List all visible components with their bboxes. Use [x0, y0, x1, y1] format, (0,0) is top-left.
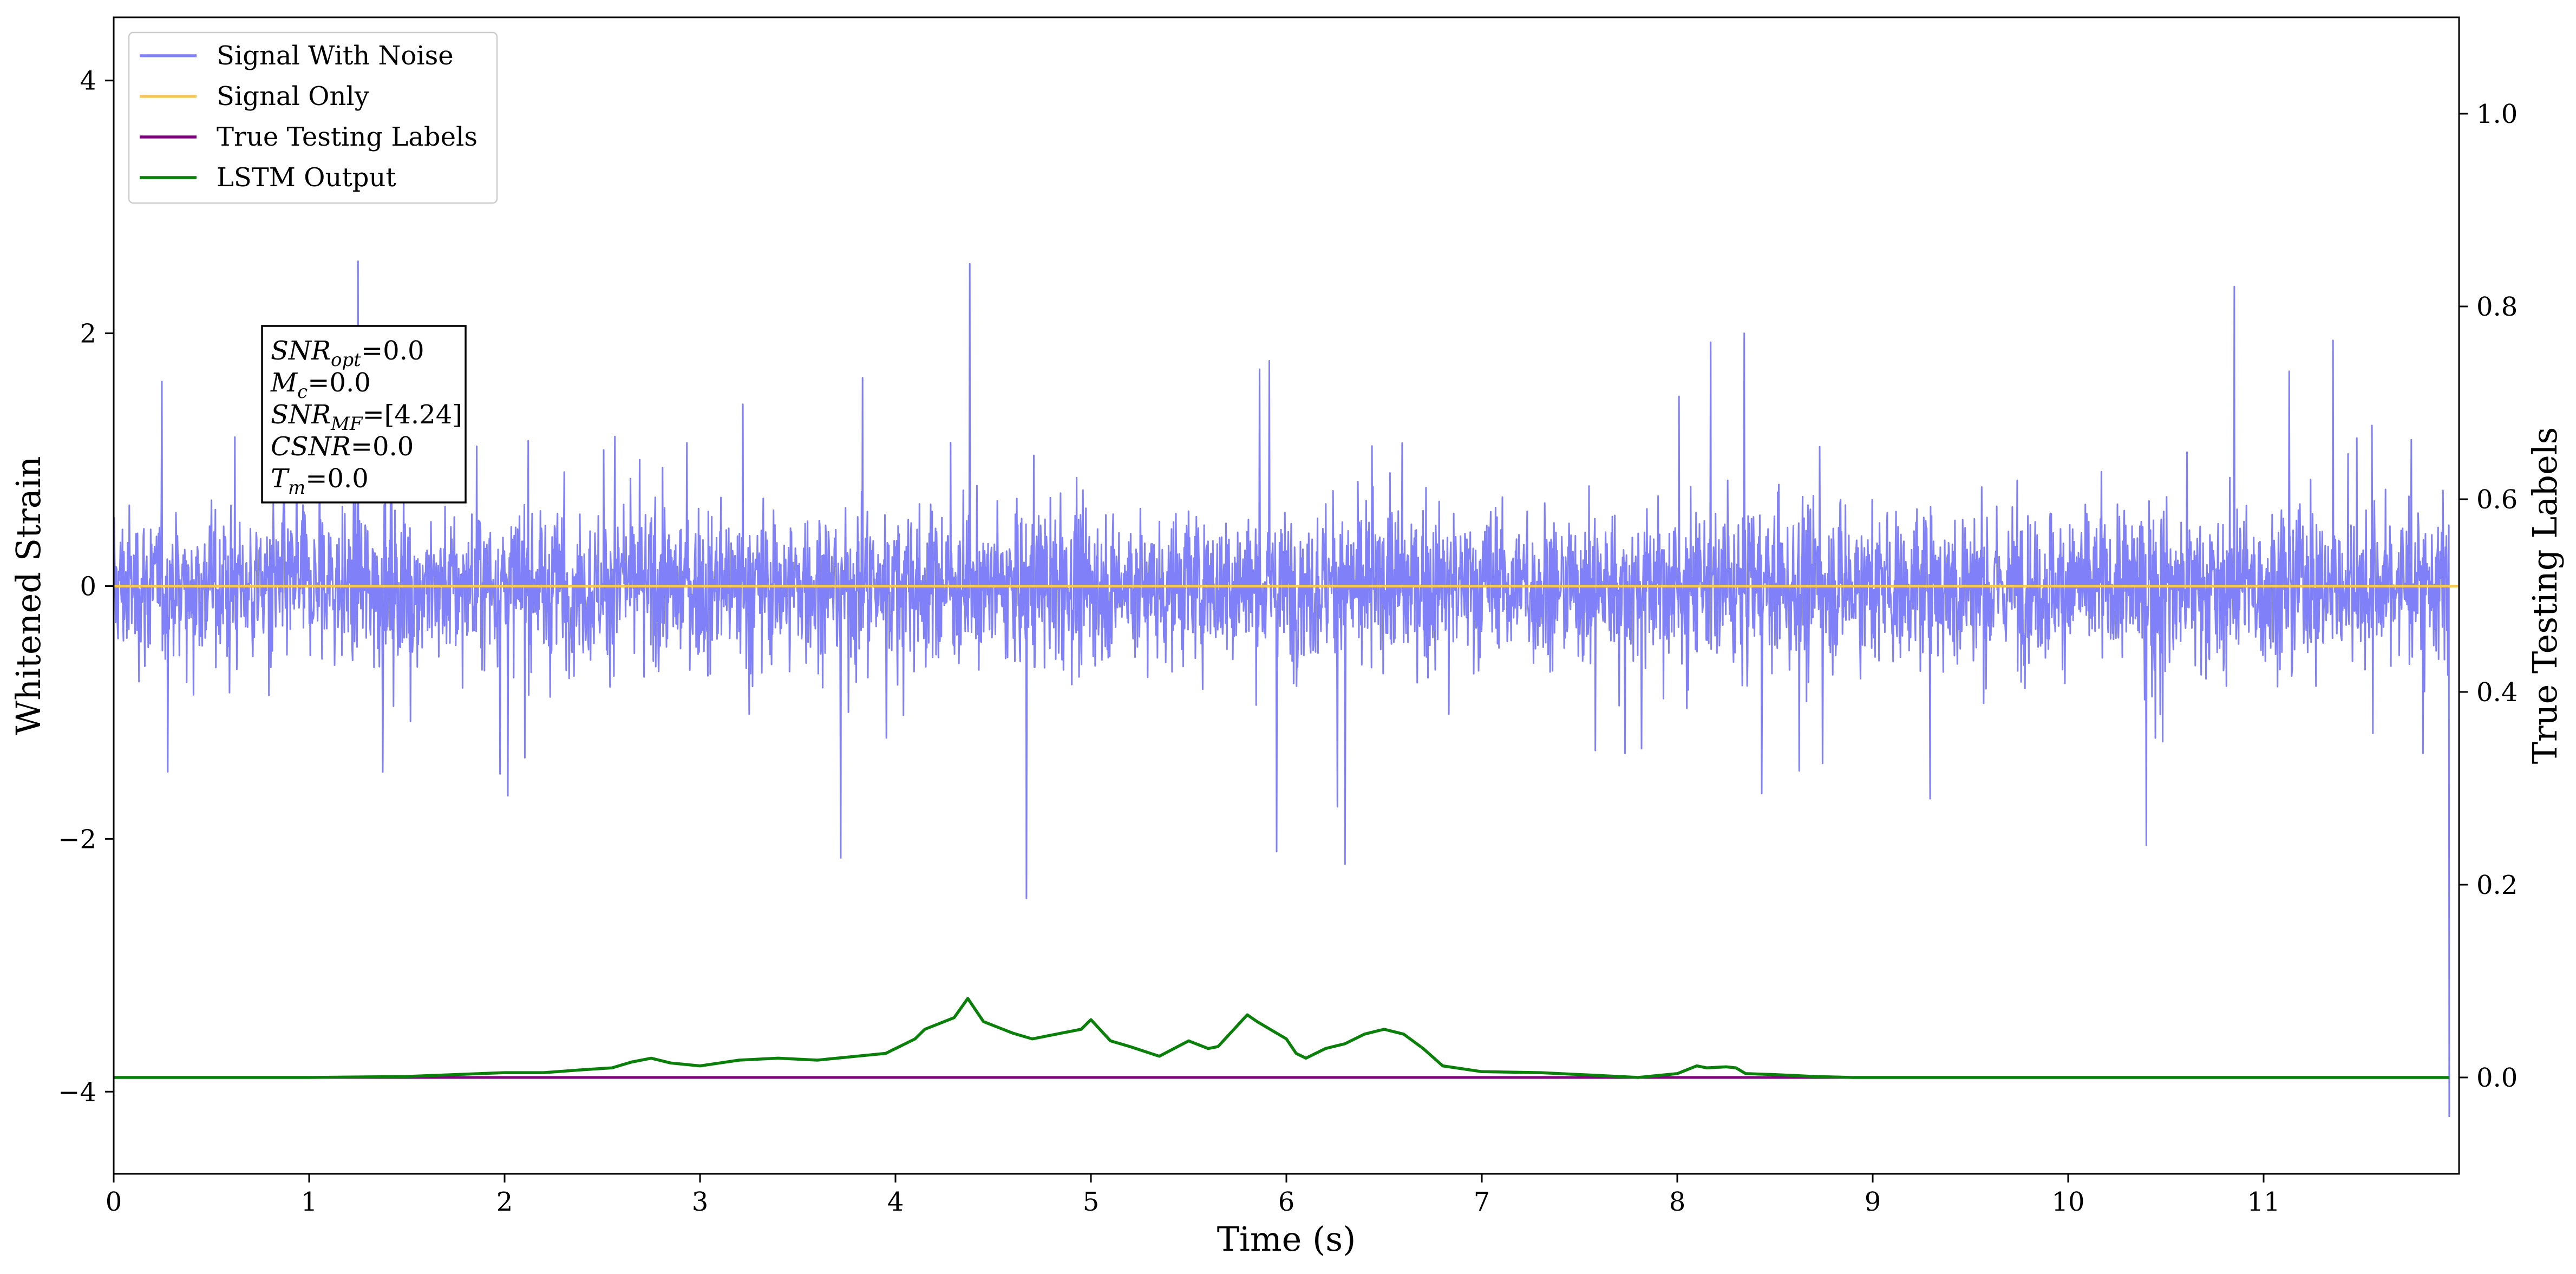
y2-axis-label: True Testing Labels: [2525, 427, 2565, 765]
x-tick-label: 4: [887, 1187, 904, 1217]
x-tick-label: 6: [1278, 1187, 1295, 1217]
legend-label-signal-with-noise: Signal With Noise: [217, 41, 454, 71]
legend-label-signal-only: Signal Only: [217, 81, 369, 112]
annotation-line: Mc=0.0: [270, 368, 371, 403]
signal-with-noise-series: [114, 260, 2450, 1118]
x-tick-label: 1: [301, 1187, 318, 1217]
legend-label-true-testing-labels: True Testing Labels: [217, 122, 478, 152]
x-tick-label: 5: [1083, 1187, 1100, 1217]
parameter-annotation: SNRopt=0.0Mc=0.0SNRMF=[4.24]CSNR=0.0Tm=0…: [261, 325, 467, 504]
y-axis-label: Whitened Strain: [9, 456, 48, 735]
y2-tick-label: 1.0: [2476, 99, 2518, 129]
y2-tick-label: 0.6: [2476, 485, 2518, 515]
y-tick-label: 0: [80, 571, 96, 602]
x-tick-label: 10: [2051, 1187, 2084, 1217]
x-tick-label: 11: [2247, 1187, 2280, 1217]
axis-ticks: 0 1 2 3 4 5 6 7 8 9 10 11 −4 −2 0 2 4 0.0 0.2 0.4 0.6 0.8 1.0: [58, 66, 2518, 1217]
annotation-box: [261, 325, 467, 504]
x-axis-label: Time (s): [1217, 1219, 1356, 1259]
line-series-layer: [114, 585, 2459, 1079]
legend-label-lstm-output: LSTM Output: [217, 162, 396, 193]
y2-tick-label: 0.4: [2476, 677, 2518, 708]
y2-tick-label: 0.8: [2476, 292, 2518, 322]
signal-with-noise-line: [114, 260, 2450, 1118]
legend-box: [128, 31, 498, 204]
y2-tick-label: 0.2: [2476, 870, 2518, 900]
x-tick-label: 3: [692, 1187, 709, 1217]
annotation-line: Tm=0.0: [271, 463, 369, 499]
y2-tick-label: 0.0: [2476, 1063, 2518, 1093]
annotation-line: SNRopt=0.0: [271, 336, 424, 371]
x-tick-label: 2: [496, 1187, 513, 1217]
x-tick-label: 9: [1865, 1187, 1881, 1217]
annotation-line: SNRMF=[4.24]: [271, 400, 462, 435]
y-tick-label: 2: [80, 319, 96, 349]
x-tick-label: 7: [1474, 1187, 1490, 1217]
y-tick-label: −4: [58, 1077, 96, 1107]
y-tick-label: −2: [58, 824, 96, 854]
lstm-output-line: [114, 997, 2449, 1079]
x-tick-label: 0: [106, 1187, 122, 1217]
y-tick-label: 4: [80, 66, 96, 96]
annotation-line: CSNR=0.0: [271, 432, 414, 462]
x-tick-label: 8: [1669, 1187, 1686, 1217]
legend: Signal With Noise Signal Only True Testing…: [128, 31, 498, 204]
